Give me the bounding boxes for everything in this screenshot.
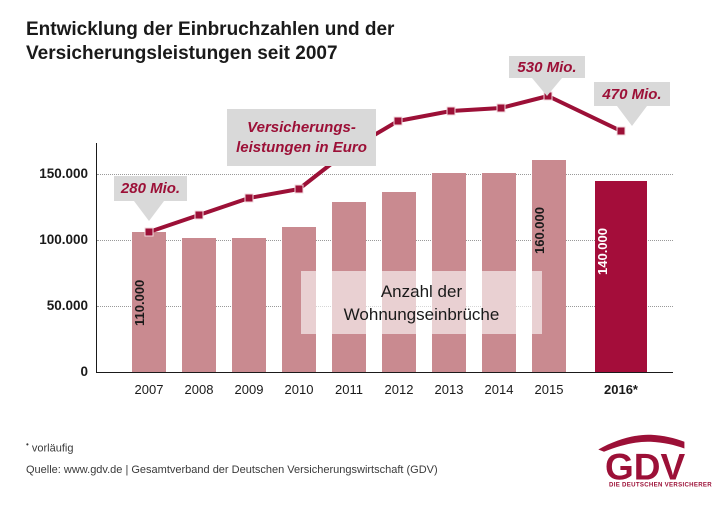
svg-text:DIE DEUTSCHEN VERSICHERER: DIE DEUTSCHEN VERSICHERER <box>609 482 712 489</box>
